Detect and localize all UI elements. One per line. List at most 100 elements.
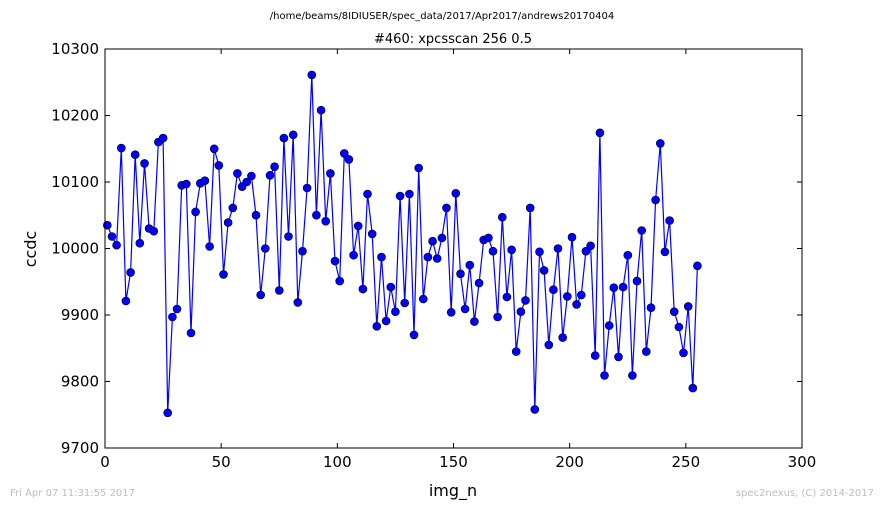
data-point <box>358 284 368 294</box>
data-point <box>562 292 572 301</box>
data-point <box>539 266 549 275</box>
data-point <box>339 149 349 158</box>
data-point <box>219 270 228 279</box>
data-point <box>488 246 498 256</box>
data-point <box>214 161 224 170</box>
data-point <box>581 246 591 256</box>
data-point <box>451 189 461 198</box>
data-point <box>260 244 270 253</box>
data-point <box>191 207 200 217</box>
data-point <box>182 179 191 189</box>
data-point <box>168 312 177 322</box>
data-point <box>646 303 656 313</box>
data-point <box>330 256 340 266</box>
data-point <box>609 283 619 293</box>
data-point <box>233 169 242 178</box>
x-tick-label: 50 <box>212 453 231 471</box>
data-point <box>135 238 145 248</box>
data-point <box>293 298 303 307</box>
data-point <box>632 276 642 286</box>
data-point <box>544 340 554 350</box>
data-point <box>418 294 428 304</box>
data-point <box>693 261 702 271</box>
data-point <box>414 163 424 173</box>
x-tick-label: 0 <box>100 453 110 471</box>
data-point <box>312 210 321 220</box>
footer-credit: spec2nexus, (C) 2014-2017 <box>735 488 874 499</box>
data-point <box>470 317 479 326</box>
data-point <box>521 296 530 305</box>
data-point <box>535 247 544 257</box>
data-point <box>614 352 623 362</box>
data-point <box>432 254 442 263</box>
data-point <box>349 250 358 260</box>
series-markers <box>103 70 702 418</box>
data-point <box>493 312 502 322</box>
data-point <box>247 171 256 181</box>
data-point <box>688 383 698 393</box>
data-point <box>484 233 493 243</box>
data-point <box>326 169 335 178</box>
data-point <box>665 216 674 225</box>
x-tick-label: 150 <box>439 453 468 471</box>
data-point <box>242 177 251 187</box>
series-polyline <box>106 74 698 413</box>
data-point <box>507 245 516 255</box>
x-tick-label: 100 <box>323 453 352 471</box>
data-point <box>391 307 400 317</box>
data-point <box>530 405 540 414</box>
data-point <box>163 408 172 418</box>
data-point <box>381 316 391 326</box>
data-point <box>660 247 670 257</box>
data-point <box>140 159 149 168</box>
y-tick-label: 9800 <box>61 373 99 391</box>
data-point <box>344 155 354 164</box>
data-point <box>409 330 419 340</box>
data-point <box>511 347 521 356</box>
data-point <box>112 240 121 250</box>
data-point <box>372 321 382 331</box>
data-point <box>117 143 126 153</box>
data-point <box>437 233 447 243</box>
data-point <box>307 70 317 80</box>
data-point <box>628 371 637 380</box>
data-point <box>497 212 507 222</box>
data-point <box>288 130 298 140</box>
data-point <box>377 252 386 262</box>
data-point <box>223 218 233 227</box>
data-point <box>525 203 535 213</box>
y-tick-label: 10200 <box>51 107 99 125</box>
data-point <box>130 150 140 159</box>
data-point <box>604 321 614 330</box>
data-point <box>186 328 196 338</box>
data-point <box>502 292 512 302</box>
data-point <box>386 282 396 292</box>
y-tick-label: 9700 <box>61 439 99 457</box>
data-point <box>683 302 693 311</box>
data-point <box>679 348 688 358</box>
data-point <box>126 268 135 277</box>
x-axis: 0 50 100 150 200 250 300 <box>100 49 816 471</box>
data-point <box>302 183 312 193</box>
data-point <box>228 203 238 213</box>
footer-timestamp: Fri Apr 07 11:31:55 2017 <box>10 488 136 499</box>
data-point <box>367 229 377 239</box>
data-point <box>405 189 414 199</box>
data-point <box>428 236 437 246</box>
data-point <box>442 203 451 213</box>
data-point <box>121 296 131 306</box>
data-point <box>446 307 456 317</box>
data-point <box>200 176 210 185</box>
data-point <box>655 139 665 148</box>
data-point <box>265 171 275 180</box>
data-point <box>209 144 219 154</box>
data-point <box>460 304 470 314</box>
data-point <box>284 232 293 241</box>
data-point <box>595 128 605 138</box>
data-point <box>641 347 651 356</box>
data-point <box>363 189 372 199</box>
data-point <box>298 246 307 256</box>
data-point <box>158 133 168 143</box>
data-point <box>270 162 279 171</box>
data-point <box>567 232 577 242</box>
